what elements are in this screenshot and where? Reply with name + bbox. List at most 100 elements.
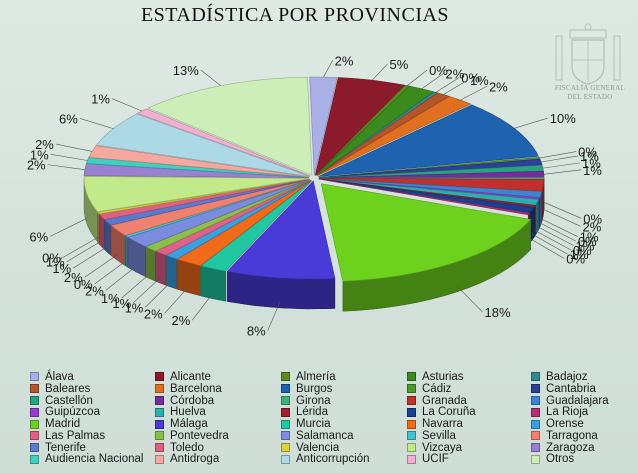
- legend-swatch: [281, 443, 290, 453]
- legend-label: Otros: [546, 453, 575, 466]
- legend-item: Córdoba: [155, 395, 281, 407]
- leader-line: [192, 292, 214, 321]
- legend-label: Álava: [45, 370, 74, 383]
- legend-label: Baleares: [45, 382, 91, 395]
- legend-swatch: [407, 384, 416, 394]
- chart-title: ESTADÍSTICA POR PROVINCIAS: [140, 4, 450, 26]
- pie-slice-side-orense: [165, 255, 178, 290]
- legend-label: Salamanca: [296, 429, 354, 442]
- legend-swatch: [281, 372, 290, 382]
- legend-item: Huelva: [155, 406, 281, 418]
- legend-item: Lérida: [281, 406, 407, 418]
- legend-swatch: [155, 443, 164, 453]
- legend-item: Málaga: [155, 418, 281, 430]
- legend-label: Girona: [296, 394, 331, 407]
- leader-line: [164, 286, 189, 314]
- data-label: 1%: [583, 163, 602, 178]
- data-label: 0%: [42, 251, 61, 266]
- watermark-text: FISCALÍA GENERAL DEL ESTADO: [554, 84, 626, 101]
- pie-slice-anticorrupci-n: [96, 113, 310, 177]
- legend-swatch: [30, 407, 39, 417]
- legend-swatch: [407, 443, 416, 453]
- leader-line: [542, 162, 581, 169]
- pie-slice-pontevedra: [145, 179, 311, 252]
- leader-line: [514, 117, 548, 129]
- legend-swatch: [531, 407, 540, 417]
- legend-item: Navarra: [407, 418, 531, 430]
- pie-slice-navarra: [176, 180, 312, 267]
- legend-item: Guipúzcoa: [30, 406, 155, 418]
- legend-label: Toledo: [170, 441, 204, 454]
- legend-label: Orense: [546, 418, 584, 431]
- legend-swatch: [155, 372, 164, 382]
- data-label: 13%: [173, 63, 199, 78]
- leader-line: [50, 153, 88, 161]
- data-label: 1%: [570, 247, 589, 262]
- data-label: 2%: [171, 313, 190, 328]
- legend-swatch: [531, 372, 540, 382]
- leader-line: [531, 233, 568, 255]
- leader-line: [435, 77, 460, 93]
- legend-swatch: [407, 395, 416, 405]
- data-label: 6%: [59, 111, 78, 126]
- data-label: 0%: [578, 234, 597, 249]
- leader-line: [84, 254, 118, 278]
- leader-line: [50, 218, 88, 237]
- legend-item: Toledo: [155, 442, 281, 454]
- leader-line: [267, 301, 281, 331]
- leader-line: [111, 98, 142, 112]
- leader-line: [105, 265, 137, 291]
- legend-label: Alicante: [170, 370, 211, 383]
- legend-label: Audiencia Nacional: [45, 453, 144, 466]
- legend-swatch: [281, 454, 290, 464]
- legend-label: Valencia: [296, 441, 340, 454]
- legend-swatch: [281, 384, 290, 394]
- data-label: 1%: [101, 291, 120, 306]
- data-label: 1%: [470, 73, 489, 88]
- legend-label: Murcia: [296, 418, 331, 431]
- leader-line: [62, 236, 99, 258]
- legend-swatch: [30, 384, 39, 394]
- leader-line: [145, 281, 172, 308]
- pie-slice-side-tenerife: [104, 219, 111, 256]
- legend-swatch: [281, 419, 290, 429]
- legend-item: La Rioja: [531, 406, 638, 418]
- legend-item: UCIF: [407, 453, 531, 465]
- legend-label: Córdoba: [170, 394, 215, 407]
- data-label: 0%: [578, 145, 597, 160]
- legend-swatch: [30, 443, 39, 453]
- legend-item: Tenerife: [30, 442, 155, 454]
- data-label: 2%: [35, 137, 54, 152]
- leader-line: [421, 73, 444, 90]
- leader-line: [534, 230, 571, 251]
- legend-label: La Rioja: [546, 406, 589, 419]
- legend-swatch: [531, 431, 540, 441]
- data-label: 5%: [389, 57, 408, 72]
- leader-line: [443, 79, 469, 95]
- data-label: 0%: [74, 277, 93, 292]
- data-label: 2%: [144, 306, 163, 321]
- data-label: 1%: [52, 261, 71, 276]
- legend-label: Antidroga: [170, 453, 220, 466]
- legend-item: Zaragoza: [531, 442, 638, 454]
- data-label: 0%: [429, 63, 448, 78]
- leader-line: [94, 260, 127, 285]
- legend-swatch: [155, 384, 164, 394]
- data-label: 1%: [580, 230, 599, 245]
- leader-line: [407, 69, 428, 86]
- leader-line: [73, 246, 108, 269]
- legend-item: Alicante: [155, 371, 281, 383]
- legend-swatch: [155, 419, 164, 429]
- leader-line: [543, 202, 582, 219]
- legend-label: Zaragoza: [546, 441, 595, 454]
- legend-swatch: [531, 419, 540, 429]
- legend-swatch: [155, 431, 164, 441]
- legend-label: Las Palmas: [45, 429, 106, 442]
- pie-slice-baleares: [316, 92, 450, 176]
- legend-item: Orense: [531, 418, 638, 430]
- data-label: 2%: [489, 79, 508, 94]
- legend-swatch: [531, 395, 540, 405]
- legend-item: Vizcaya: [407, 442, 531, 454]
- legend-label: Guipúzcoa: [45, 406, 100, 419]
- legend-label: Tenerife: [45, 441, 86, 454]
